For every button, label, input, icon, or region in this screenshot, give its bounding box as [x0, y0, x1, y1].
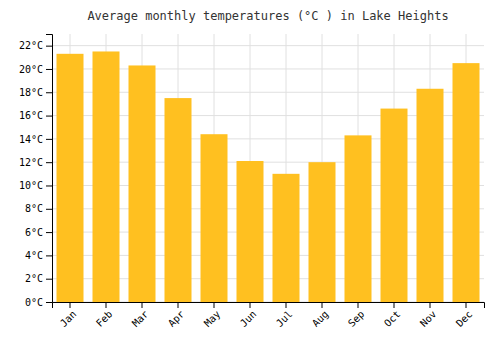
tick: Nov	[418, 302, 439, 329]
chart: 0°C 2°C 4°C 6°C 8°C 10°C 12°C 14°C 16°C 18°C 20°C 2…	[0, 0, 500, 350]
tick-label: 2°C	[25, 273, 43, 284]
axis-line	[53, 303, 485, 309]
tick: 12°C	[19, 157, 52, 168]
grid	[52, 34, 484, 302]
tick-label: Jul	[274, 308, 295, 329]
tick: 6°C	[25, 227, 52, 238]
tick: Apr	[166, 302, 187, 329]
tick: Aug	[310, 302, 331, 329]
bar	[165, 98, 192, 302]
tick-mark	[46, 255, 52, 256]
tick-mark	[46, 116, 52, 117]
tick: Dec	[454, 302, 475, 329]
plot: 0°C 2°C 4°C 6°C 8°C 10°C 12°C 14°C 16°C 18°C 20°C 2…	[19, 34, 485, 329]
bar	[345, 135, 372, 302]
tick-label: Mar	[130, 308, 151, 329]
x-axis: Jan Feb Mar Apr May Jun Jul Aug Sep Oct Nov Dec	[53, 302, 485, 329]
tick-label: 14°C	[19, 134, 43, 145]
tick: 8°C	[25, 203, 52, 214]
tick-mark	[46, 162, 52, 163]
bar	[381, 109, 408, 302]
tick-label: Dec	[454, 308, 475, 329]
tick-label: Aug	[310, 308, 331, 329]
tick-mark	[46, 92, 52, 93]
tick: Oct	[382, 302, 403, 329]
tick-label: Apr	[166, 308, 187, 329]
tick-label: 6°C	[25, 227, 43, 238]
tick-mark	[286, 302, 287, 308]
tick-label: Feb	[94, 308, 115, 329]
tick-label: 16°C	[19, 110, 43, 121]
tick-label: May	[202, 308, 223, 329]
y-axis: 0°C 2°C 4°C 6°C 8°C 10°C 12°C 14°C 16°C 18°C 20°C 2…	[19, 35, 53, 308]
tick-mark	[106, 302, 107, 308]
axis-line	[46, 35, 53, 303]
tick: 0°C	[25, 297, 52, 308]
tick-mark	[394, 302, 395, 308]
tick: 20°C	[19, 64, 52, 75]
tick-mark	[250, 302, 251, 308]
tick-label: 20°C	[19, 64, 43, 75]
tick-mark	[178, 302, 179, 308]
tick: 16°C	[19, 110, 52, 121]
tick-label: 22°C	[19, 40, 43, 51]
tick-mark	[46, 279, 52, 280]
tick-label: 18°C	[19, 87, 43, 98]
bar	[453, 63, 480, 302]
tick-label: Nov	[418, 308, 439, 329]
tick-mark	[358, 302, 359, 308]
tick-mark	[214, 302, 215, 308]
bar	[237, 161, 264, 302]
tick-label: 4°C	[25, 250, 43, 261]
bars	[57, 51, 480, 302]
bar	[309, 162, 336, 302]
bar	[417, 89, 444, 302]
bar	[273, 174, 300, 302]
tick-mark	[70, 302, 71, 308]
tick-label: Jun	[238, 308, 259, 329]
tick-mark	[322, 302, 323, 308]
tick-label: Oct	[382, 308, 403, 329]
tick-mark	[430, 302, 431, 308]
grid-line	[52, 45, 484, 46]
tick: Mar	[130, 302, 151, 329]
tick: 10°C	[19, 180, 52, 191]
tick: Jul	[274, 302, 295, 329]
tick-label: 10°C	[19, 180, 43, 191]
tick: 22°C	[19, 40, 52, 51]
tick: May	[202, 302, 223, 329]
bar	[93, 51, 120, 302]
title: Average monthly temperatures (°C ) in La…	[87, 9, 448, 23]
bar	[201, 134, 228, 302]
tick: Jan	[58, 302, 79, 329]
tick-label: Sep	[346, 308, 367, 329]
tick-mark	[46, 139, 52, 140]
tick: 4°C	[25, 250, 52, 261]
tick-mark	[46, 185, 52, 186]
tick-mark	[142, 302, 143, 308]
tick: Sep	[346, 302, 367, 329]
tick-mark	[46, 232, 52, 233]
tick-label: 0°C	[25, 297, 43, 308]
tick-mark	[46, 302, 52, 303]
tick-mark	[46, 69, 52, 70]
tick: 14°C	[19, 134, 52, 145]
tick-label: 8°C	[25, 203, 43, 214]
tick: Jun	[238, 302, 259, 329]
tick-mark	[466, 302, 467, 308]
bar	[129, 65, 156, 302]
tick-mark	[46, 46, 52, 47]
tick: 18°C	[19, 87, 52, 98]
tick: 2°C	[25, 273, 52, 284]
tick: Feb	[94, 302, 115, 329]
tick-label: Jan	[58, 308, 79, 329]
tick-label: 12°C	[19, 157, 43, 168]
tick-mark	[46, 209, 52, 210]
bar	[57, 54, 84, 302]
